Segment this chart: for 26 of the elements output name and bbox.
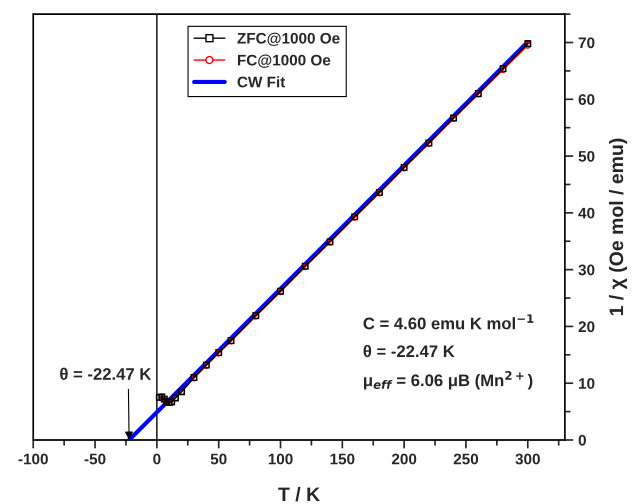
x-axis-title: T / K	[278, 486, 320, 502]
y-axis-title: 1 / χ (Oe mol / emu)	[608, 138, 628, 316]
annotation: θ = -22.47 K	[60, 368, 152, 380]
legend-label: FC@1000 Oe	[238, 54, 330, 68]
annotation: C = 4.60 emu K mol$^{−1}$	[364, 314, 534, 330]
x-tick-label: 0	[153, 454, 160, 464]
y-tick-label: 70	[578, 37, 594, 48]
y-tick-label: 30	[578, 264, 594, 276]
y-tick-label: 0	[578, 434, 586, 446]
annotation: μ$_{eff}$ = 6.06 μB (Mn$^{2+}$)	[364, 371, 532, 390]
y-tick-label: 10	[579, 378, 594, 389]
annotation: θ = -22.47 K	[364, 344, 455, 358]
y-tick-label: 40	[578, 208, 594, 219]
x-tick-label: 200	[392, 454, 416, 464]
x-tick-label: 300	[515, 454, 540, 464]
legend-label: CW Fit	[238, 76, 286, 88]
y-tick-label: 50	[578, 150, 594, 162]
y-tick-label: 20	[578, 321, 594, 332]
legend-label: ZFC@1000 Oe	[237, 32, 340, 46]
x-tick-label: 150	[330, 454, 354, 464]
x-tick-label: -50	[84, 454, 106, 464]
x-tick-label: 250	[454, 454, 478, 464]
y-tick-label: 60	[578, 94, 594, 105]
x-tick-label: 50	[210, 454, 227, 464]
x-tick-label: 100	[268, 454, 293, 464]
x-tick-label: -100	[18, 454, 48, 464]
